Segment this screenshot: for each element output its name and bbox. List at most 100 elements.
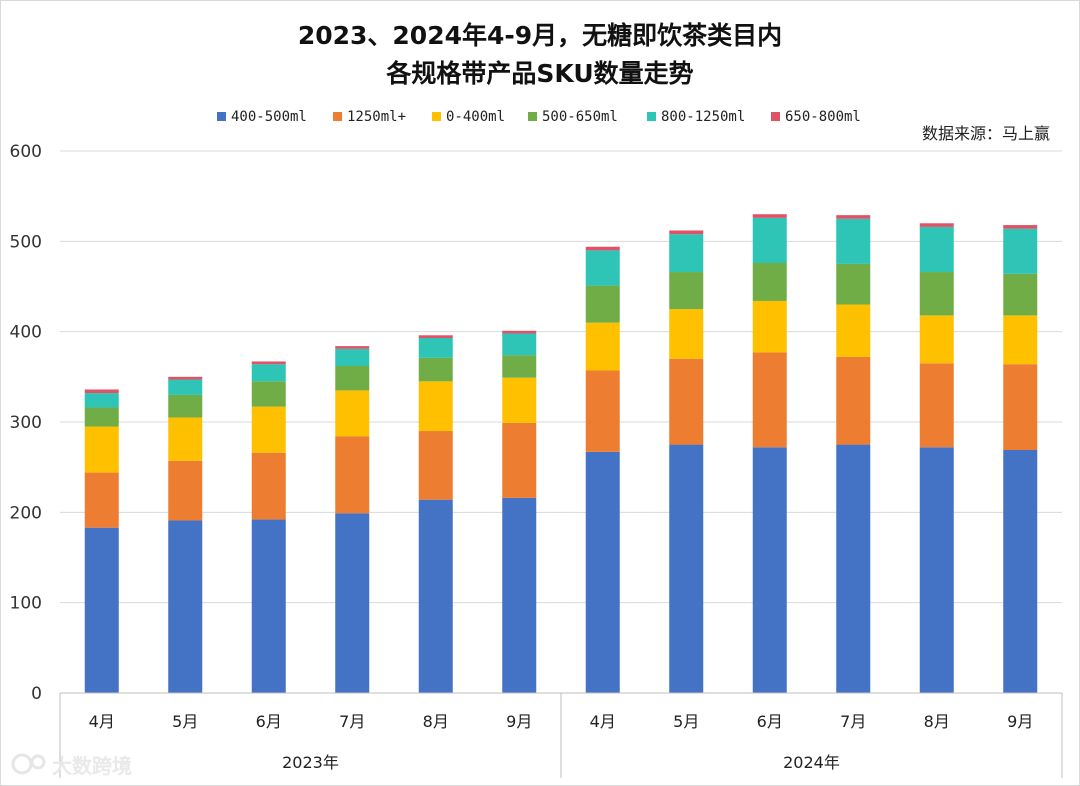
bar-segment-500-650ml	[669, 272, 704, 310]
bar-segment-1250ml+	[335, 436, 370, 514]
x-tick-label: 5月	[673, 712, 699, 731]
bar-segment-500-650ml	[585, 285, 620, 323]
bar-segment-1250ml+	[502, 422, 537, 498]
bar-segment-800-1250ml	[335, 348, 370, 366]
bar-segment-500-650ml	[251, 381, 286, 407]
bar-segment-0-400ml	[669, 309, 704, 359]
legend: 400-500ml 1250ml+ 0-400ml 500-650ml 800-1250…	[217, 109, 861, 125]
bar-segment-400-500ml	[168, 520, 203, 693]
watermark-text: 大数跨境	[52, 754, 132, 778]
legend-label: 0-400ml	[446, 109, 505, 125]
bar-segment-0-400ml	[752, 300, 787, 353]
legend-item: 1250ml+	[333, 109, 406, 125]
y-tick-label: 0	[31, 684, 42, 704]
bar-segment-400-500ml	[752, 447, 787, 693]
x-tick-label: 4月	[590, 712, 616, 731]
y-tick-label: 500	[10, 232, 42, 252]
bar-segment-800-1250ml	[84, 393, 119, 408]
legend-swatch	[432, 112, 441, 121]
bar-segment-1250ml+	[168, 460, 203, 521]
bar-segment-800-1250ml	[251, 364, 286, 382]
bar-segment-1250ml+	[251, 452, 286, 520]
bar-segment-1250ml+	[919, 363, 954, 448]
bar-segment-500-650ml	[168, 394, 203, 418]
bar-segment-0-400ml	[251, 406, 286, 453]
bar-segment-800-1250ml	[669, 234, 704, 273]
bar-segment-1250ml+	[84, 472, 119, 528]
legend-label: 400-500ml	[231, 109, 307, 125]
x-tick-label: 5月	[172, 712, 198, 731]
bar-segment-500-650ml	[836, 263, 871, 305]
bar-segment-800-1250ml	[585, 250, 620, 286]
bar-segment-500-650ml	[335, 365, 370, 391]
bar-segment-0-400ml	[836, 304, 871, 357]
bar-segment-650-800ml	[752, 214, 787, 218]
legend-label: 800-1250ml	[661, 109, 745, 125]
x-tick-label: 9月	[1007, 712, 1033, 731]
bar-segment-650-800ml	[502, 330, 537, 334]
watermark-logo-icon	[11, 753, 46, 775]
bar-segment-0-400ml	[585, 322, 620, 371]
bar-segment-0-400ml	[168, 417, 203, 461]
bar-segment-800-1250ml	[836, 218, 871, 264]
legend-item: 800-1250ml	[647, 109, 745, 125]
bar-segment-500-650ml	[418, 357, 453, 382]
bar-segment-400-500ml	[502, 497, 537, 693]
bar-segment-650-800ml	[836, 215, 871, 219]
bar-segment-650-800ml	[335, 346, 370, 349]
bar-segment-650-800ml	[669, 230, 704, 235]
y-axis: 0 100 200 300 400 500 600	[10, 142, 42, 704]
bar-segment-800-1250ml	[168, 379, 203, 395]
bars	[84, 214, 1038, 693]
bar-segment-500-650ml	[502, 355, 537, 378]
bar-segment-400-500ml	[335, 513, 370, 693]
x-tick-label: 7月	[339, 712, 365, 731]
y-tick-label: 400	[10, 323, 42, 343]
bar-segment-500-650ml	[752, 263, 787, 301]
legend-swatch	[333, 112, 342, 121]
bar-segment-1250ml+	[752, 352, 787, 448]
legend-item: 500-650ml	[528, 109, 618, 125]
bar-segment-400-500ml	[1003, 450, 1038, 693]
chart-title-line-2: 各规格带产品SKU数量走势	[385, 59, 693, 88]
x-tick-label: 4月	[89, 712, 115, 731]
bar-segment-0-400ml	[502, 377, 537, 423]
bar-segment-400-500ml	[836, 444, 871, 693]
bar-segment-650-800ml	[84, 389, 119, 394]
bar-segment-800-1250ml	[752, 217, 787, 264]
x-tick-label: 9月	[506, 712, 532, 731]
bar-segment-650-800ml	[919, 223, 954, 227]
legend-item: 400-500ml	[217, 109, 307, 125]
bar-segment-500-650ml	[919, 272, 954, 316]
legend-swatch	[217, 112, 226, 121]
bar-segment-400-500ml	[418, 499, 453, 693]
bar-segment-0-400ml	[919, 315, 954, 364]
x-group-label: 2024年	[783, 753, 840, 772]
legend-item: 650-800ml	[771, 109, 861, 125]
bar-segment-400-500ml	[585, 451, 620, 693]
x-group-label: 2023年	[282, 753, 339, 772]
x-axis: 4月 5月 6月 7月 8月 9月 4月 5月 6月 7月 8月 9月 2023年 2024年	[59, 692, 1063, 778]
y-tick-label: 600	[10, 142, 42, 162]
bar-segment-0-400ml	[1003, 315, 1038, 365]
bar-segment-650-800ml	[251, 361, 286, 365]
bar-segment-500-650ml	[84, 407, 119, 427]
bar-segment-0-400ml	[335, 390, 370, 437]
legend-label: 1250ml+	[347, 109, 406, 125]
bar-segment-800-1250ml	[919, 226, 954, 273]
bar-segment-500-650ml	[1003, 273, 1038, 316]
legend-label: 650-800ml	[785, 109, 861, 125]
bar-segment-0-400ml	[418, 381, 453, 432]
bar-segment-650-800ml	[585, 246, 620, 251]
gridlines	[60, 150, 1062, 604]
x-tick-label: 6月	[757, 712, 783, 731]
bar-segment-650-800ml	[418, 335, 453, 338]
data-source: 数据来源：马上赢	[922, 124, 1050, 143]
bar-segment-400-500ml	[669, 444, 704, 693]
x-tick-label: 8月	[924, 712, 950, 731]
legend-item: 0-400ml	[432, 109, 505, 125]
x-tick-label: 6月	[256, 712, 282, 731]
bar-segment-1250ml+	[585, 370, 620, 452]
bar-segment-400-500ml	[919, 447, 954, 693]
